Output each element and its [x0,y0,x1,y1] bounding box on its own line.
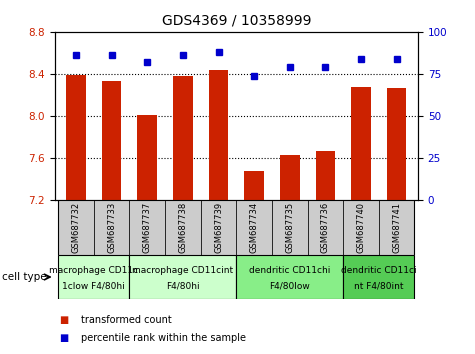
Text: percentile rank within the sample: percentile rank within the sample [81,333,246,343]
Text: GSM687741: GSM687741 [392,202,401,253]
Bar [129,255,237,299]
Bar [209,70,228,200]
Bar [165,200,200,255]
Text: F4/80hi: F4/80hi [166,281,200,290]
Text: GSM687736: GSM687736 [321,202,330,253]
Text: GSM687739: GSM687739 [214,202,223,253]
Text: GSM687737: GSM687737 [143,202,152,253]
Text: ■: ■ [59,333,68,343]
Text: GSM687733: GSM687733 [107,202,116,253]
Bar [379,200,414,255]
Bar [237,200,272,255]
Text: dendritic CD11chi: dendritic CD11chi [249,266,331,275]
Bar [102,81,122,200]
Bar [272,200,308,255]
Text: 1clow F4/80hi: 1clow F4/80hi [62,281,125,290]
Text: transformed count: transformed count [81,315,171,325]
Bar [66,75,86,200]
Bar [387,87,407,200]
Bar [343,200,379,255]
Text: F4/80low: F4/80low [269,281,310,290]
Text: ■: ■ [59,315,68,325]
Bar [351,86,371,200]
Text: GSM687735: GSM687735 [285,202,294,253]
Bar [173,76,193,200]
Text: nt F4/80int: nt F4/80int [354,281,404,290]
Bar [94,200,129,255]
Bar [137,115,157,200]
Bar [129,200,165,255]
Text: GSM687738: GSM687738 [179,202,187,253]
Title: GDS4369 / 10358999: GDS4369 / 10358999 [162,14,311,28]
Text: macrophage CD11c: macrophage CD11c [49,266,138,275]
Bar [315,150,335,200]
Bar [244,171,264,200]
Bar [201,200,237,255]
Bar [237,255,343,299]
Text: macrophage CD11cint: macrophage CD11cint [133,266,233,275]
Text: dendritic CD11ci: dendritic CD11ci [341,266,417,275]
Bar [58,255,129,299]
Bar [343,255,414,299]
Bar [308,200,343,255]
Text: cell type: cell type [2,272,47,282]
Text: GSM687740: GSM687740 [357,202,365,253]
Bar [58,200,94,255]
Text: GSM687732: GSM687732 [72,202,80,253]
Text: GSM687734: GSM687734 [250,202,258,253]
Bar [280,155,300,200]
